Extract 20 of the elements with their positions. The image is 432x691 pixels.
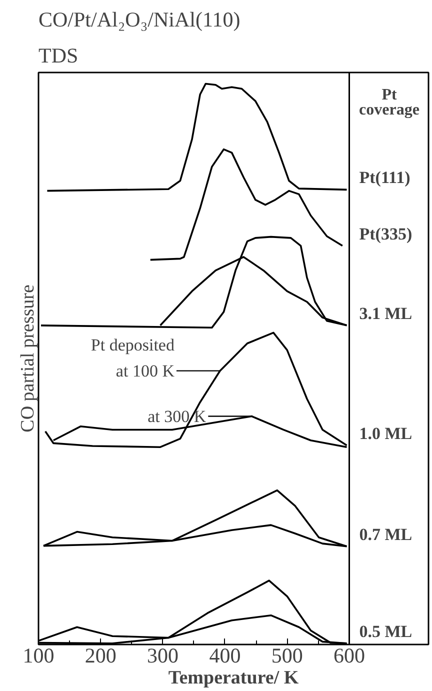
- annotation: at 300 K: [148, 406, 207, 426]
- legend-title: Pt coverage: [359, 86, 420, 119]
- x-axis-title: Temperature/ K: [168, 668, 299, 688]
- x-tick-label: 600: [334, 644, 366, 668]
- series-label: 1.0 ML: [359, 424, 412, 443]
- x-tick-label: 500: [271, 644, 303, 668]
- annotation: at 100 K: [116, 361, 176, 380]
- annotation: Pt deposited: [90, 335, 175, 354]
- x-tick-label: 400: [209, 644, 241, 668]
- legend-label: 0.5 ML: [359, 622, 412, 641]
- series-label: Pt(335): [359, 224, 412, 244]
- x-tick-label: 100: [22, 644, 54, 668]
- y-axis-title: CO partial pressure: [18, 284, 38, 432]
- chart-title: CO/Pt/Al₂O₃/NiAl(110): [38, 8, 240, 32]
- series-label: 3.1 ML: [359, 304, 412, 323]
- chart-subtitle: TDS: [38, 44, 78, 68]
- series-label: 0.7 ML: [359, 524, 412, 544]
- series-label: Pt(111): [359, 168, 410, 188]
- x-tick-label: 200: [84, 644, 116, 668]
- x-tick-label: 300: [147, 644, 179, 668]
